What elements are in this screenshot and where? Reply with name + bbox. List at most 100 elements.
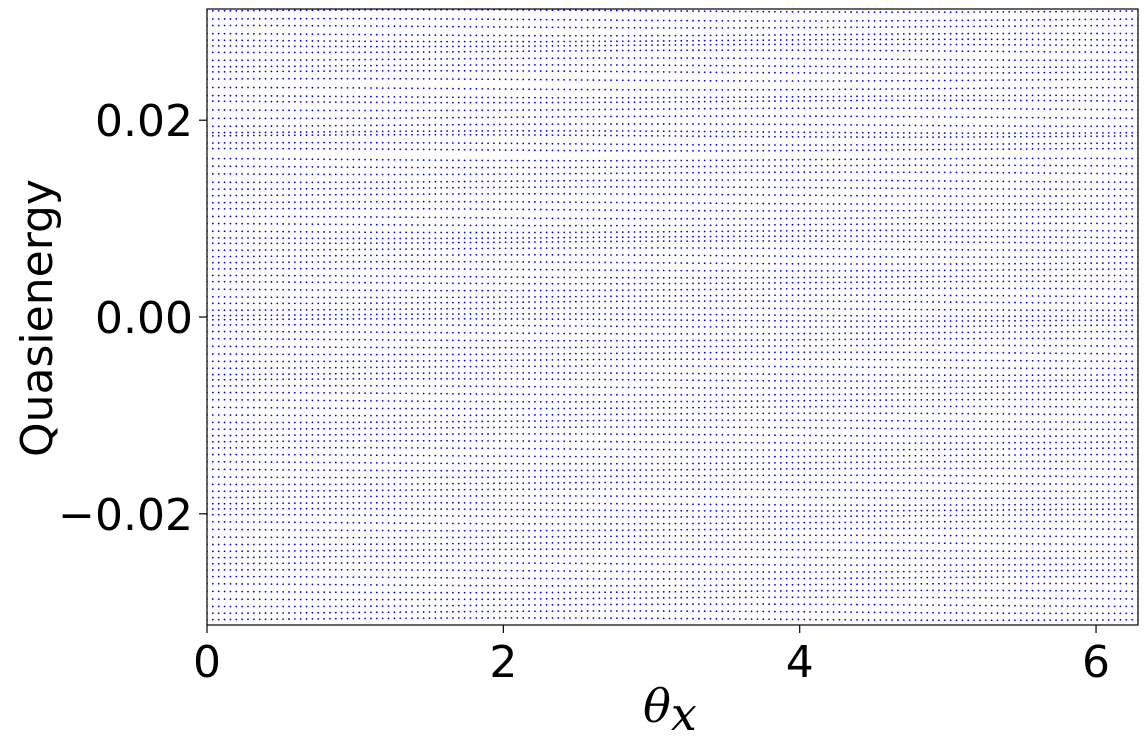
data-point [1113, 100, 1116, 102]
data-point [299, 24, 302, 27]
data-point [727, 100, 730, 103]
data-point [522, 129, 525, 132]
data-point [996, 135, 999, 138]
data-point [422, 207, 425, 210]
data-point [323, 9, 326, 12]
data-point [598, 70, 601, 73]
data-point [516, 134, 519, 136]
data-point [885, 19, 888, 22]
data-point [662, 209, 665, 212]
data-point [393, 166, 396, 169]
data-point [838, 164, 841, 167]
data-point [1072, 32, 1075, 35]
data-point [744, 202, 747, 205]
data-point [370, 216, 372, 218]
data-point [820, 158, 823, 161]
data-point [528, 217, 530, 220]
data-point [779, 144, 782, 146]
data-point [217, 142, 220, 144]
data-point [990, 72, 993, 74]
data-point [897, 194, 899, 197]
quasienergy-level [207, 129, 1138, 135]
data-point [329, 187, 331, 190]
data-point [656, 134, 659, 137]
data-point [797, 20, 800, 22]
data-point [645, 88, 648, 91]
data-point [276, 70, 279, 73]
data-point [1107, 51, 1110, 54]
data-point [569, 201, 571, 204]
data-point [534, 18, 536, 21]
data-point [569, 115, 571, 118]
data-point [387, 58, 390, 61]
data-point [446, 69, 448, 72]
data-point [288, 39, 290, 42]
data-point [1101, 202, 1104, 204]
data-point [217, 134, 220, 137]
data-point [750, 20, 753, 22]
data-point [1019, 208, 1022, 211]
data-point [446, 208, 448, 210]
data-point [329, 24, 331, 27]
data-point [580, 129, 583, 132]
data-point [586, 159, 589, 162]
data-point [1084, 38, 1087, 41]
data-point [323, 141, 326, 144]
data-point [750, 224, 753, 226]
data-point [932, 43, 934, 46]
data-point [329, 33, 331, 36]
data-point [393, 95, 396, 98]
data-point [651, 201, 653, 204]
data-point [528, 70, 530, 72]
data-point [422, 200, 425, 203]
data-point [680, 224, 683, 227]
data-point [662, 123, 665, 125]
data-point [469, 18, 472, 20]
data-point [973, 157, 975, 160]
data-point [1090, 164, 1093, 167]
data-point [1002, 202, 1005, 205]
data-point [820, 57, 823, 60]
data-point [270, 201, 273, 204]
data-point [984, 148, 987, 151]
data-point [393, 223, 396, 226]
data-point [879, 171, 882, 174]
data-point [1025, 44, 1028, 46]
data-point [768, 96, 771, 98]
data-point [446, 123, 448, 126]
data-point [364, 64, 366, 67]
data-point [1131, 194, 1134, 197]
data-point [586, 57, 589, 59]
data-point [323, 181, 326, 184]
data-point [252, 65, 255, 68]
data-point [399, 51, 402, 54]
data-point [879, 209, 882, 212]
data-point [522, 149, 525, 152]
data-point [621, 26, 624, 29]
data-point [756, 80, 759, 82]
data-point [381, 101, 384, 104]
data-point [779, 100, 782, 102]
data-point [674, 115, 677, 118]
data-point [791, 144, 794, 146]
data-point [662, 159, 665, 162]
data-point [346, 223, 349, 226]
data-point [545, 149, 548, 152]
data-point [516, 123, 519, 126]
data-point [293, 77, 296, 80]
data-point [727, 209, 730, 212]
data-point [1008, 79, 1011, 81]
data-point [551, 149, 554, 152]
data-point [229, 9, 232, 12]
data-point [861, 217, 864, 219]
data-point [861, 26, 864, 29]
data-point [463, 166, 466, 169]
data-point [850, 136, 852, 138]
data-point [475, 45, 478, 48]
data-point [791, 20, 794, 22]
data-point [1066, 108, 1069, 111]
data-point [475, 186, 478, 189]
data-point [381, 173, 384, 176]
data-point [393, 200, 396, 203]
data-point [539, 149, 542, 152]
